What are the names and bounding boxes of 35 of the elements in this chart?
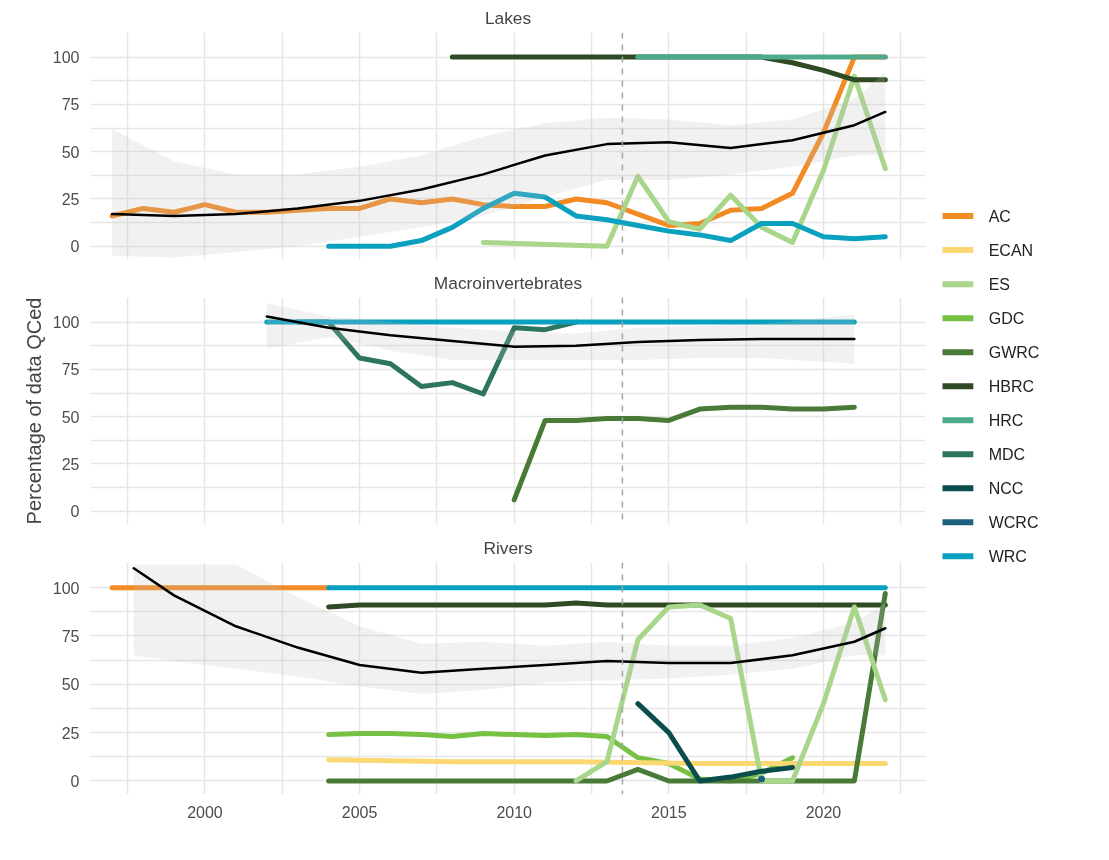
x-tick-label: 2000: [187, 803, 223, 821]
y-tick-label: 75: [61, 361, 80, 379]
y-tick-label: 50: [61, 676, 80, 694]
y-tick-label: 25: [61, 190, 80, 208]
legend-label: ES: [988, 275, 1011, 293]
legend-label: WCRC: [988, 513, 1039, 531]
y-tick-label: 0: [70, 238, 80, 256]
legend-label: MDC: [988, 445, 1026, 463]
chart-title: Rivers: [483, 537, 533, 558]
y-tick-label: 25: [61, 455, 80, 473]
y-tick-label: 0: [70, 503, 80, 521]
legend-label: ECAN: [988, 241, 1034, 259]
legend-label: GWRC: [988, 343, 1040, 361]
y-tick-label: 100: [52, 49, 80, 67]
legend-label: WRC: [988, 547, 1027, 565]
legend-label: HRC: [988, 411, 1024, 429]
y-axis-title: Percentage of data QCed: [22, 297, 45, 525]
chart-title: Lakes: [484, 7, 532, 28]
y-tick-label: 25: [61, 724, 80, 742]
y-tick-label: 0: [70, 772, 80, 790]
x-tick-label: 2020: [805, 803, 842, 821]
x-tick-label: 2010: [496, 803, 533, 821]
chart-title: Macroinvertebrates: [433, 272, 583, 293]
y-tick-label: 100: [52, 314, 80, 332]
legend-label: AC: [988, 207, 1011, 225]
y-tick-label: 75: [61, 627, 80, 645]
legend-label: HBRC: [988, 377, 1035, 395]
y-tick-label: 50: [61, 408, 80, 426]
y-tick-label: 100: [52, 579, 80, 597]
y-tick-label: 75: [61, 96, 80, 114]
legend-label: GDC: [988, 309, 1025, 327]
x-tick-label: 2005: [341, 803, 378, 821]
y-tick-label: 50: [61, 143, 80, 161]
legend-label: NCC: [988, 479, 1024, 497]
x-tick-label: 2015: [651, 803, 687, 821]
